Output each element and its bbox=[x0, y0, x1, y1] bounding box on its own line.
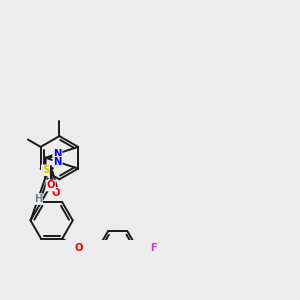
Text: S: S bbox=[42, 165, 49, 175]
Text: O: O bbox=[46, 181, 55, 190]
Text: N: N bbox=[53, 148, 62, 159]
Text: O: O bbox=[75, 243, 83, 253]
Text: N: N bbox=[53, 157, 62, 167]
Text: F: F bbox=[150, 243, 157, 253]
Text: H: H bbox=[34, 194, 42, 204]
Text: O: O bbox=[52, 188, 60, 198]
